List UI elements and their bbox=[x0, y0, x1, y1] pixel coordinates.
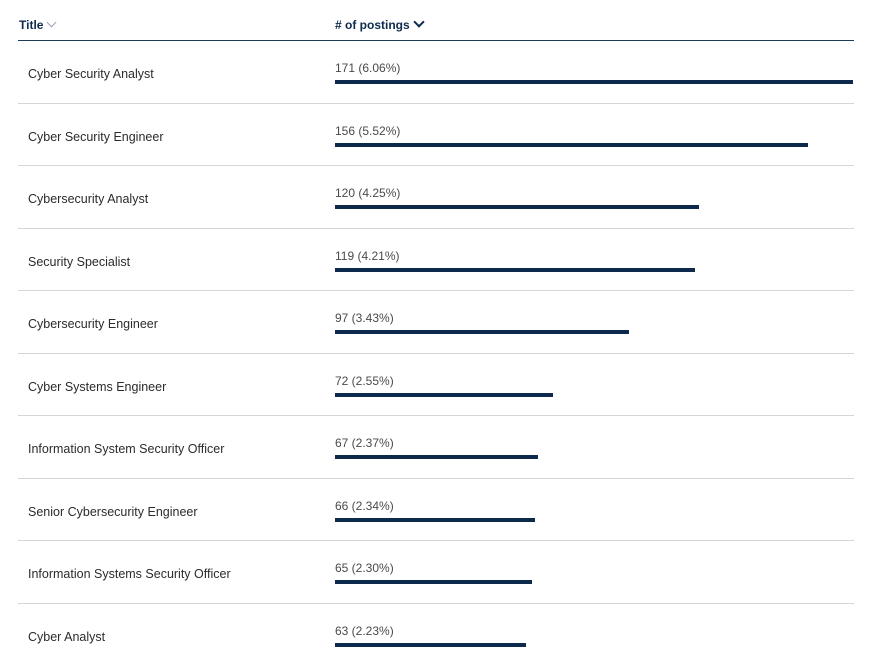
postings-bar bbox=[335, 518, 535, 522]
bar-track bbox=[335, 393, 853, 397]
row-postings-value: 156 (5.52%) bbox=[335, 124, 400, 138]
bar-track bbox=[335, 80, 853, 84]
table-row[interactable]: Information System Security Officer 67 (2… bbox=[18, 416, 854, 479]
row-title: Information Systems Security Officer bbox=[28, 567, 231, 581]
row-postings-value: 119 (4.21%) bbox=[335, 249, 399, 263]
table-row[interactable]: Cybersecurity Analyst 120 (4.25%) bbox=[18, 166, 854, 229]
bar-track bbox=[335, 268, 853, 272]
table-row[interactable]: Cybersecurity Engineer 97 (3.43%) bbox=[18, 291, 854, 354]
row-postings-value: 67 (2.37%) bbox=[335, 436, 394, 450]
chevron-down-icon bbox=[47, 17, 57, 27]
postings-bar bbox=[335, 80, 853, 84]
postings-bar bbox=[335, 268, 695, 272]
row-title: Security Specialist bbox=[28, 255, 130, 269]
row-title: Cyber Systems Engineer bbox=[28, 380, 166, 394]
row-postings-value: 171 (6.06%) bbox=[335, 61, 400, 75]
row-title: Cyber Security Analyst bbox=[28, 67, 154, 81]
bar-track bbox=[335, 143, 853, 147]
bar-track bbox=[335, 580, 853, 584]
bar-track bbox=[335, 518, 853, 522]
postings-bar bbox=[335, 643, 526, 647]
bar-track bbox=[335, 205, 853, 209]
table-row[interactable]: Senior Cybersecurity Engineer 66 (2.34%) bbox=[18, 479, 854, 542]
title-column-header: Title bbox=[19, 18, 43, 32]
table-row[interactable]: Cyber Systems Engineer 72 (2.55%) bbox=[18, 354, 854, 417]
row-title: Cyber Security Engineer bbox=[28, 130, 163, 144]
row-title: Senior Cybersecurity Engineer bbox=[28, 505, 198, 519]
row-title: Cyber Analyst bbox=[28, 630, 105, 644]
sort-by-postings[interactable]: # of postings bbox=[335, 18, 423, 32]
table-row[interactable]: Information Systems Security Officer 65 (… bbox=[18, 541, 854, 604]
bar-track bbox=[335, 330, 853, 334]
row-title: Cybersecurity Analyst bbox=[28, 192, 148, 206]
table-row[interactable]: Security Specialist 119 (4.21%) bbox=[18, 229, 854, 292]
row-postings-value: 65 (2.30%) bbox=[335, 561, 394, 575]
postings-bar bbox=[335, 393, 553, 397]
row-postings-value: 72 (2.55%) bbox=[335, 374, 394, 388]
row-title: Cybersecurity Engineer bbox=[28, 317, 158, 331]
table-row[interactable]: Cyber Security Analyst 171 (6.06%) bbox=[18, 41, 854, 104]
postings-bar bbox=[335, 143, 808, 147]
postings-bar bbox=[335, 330, 629, 334]
table-row[interactable]: Cyber Analyst 63 (2.23%) bbox=[18, 604, 854, 666]
row-title: Information System Security Officer bbox=[28, 442, 224, 456]
bar-track bbox=[335, 455, 853, 459]
postings-bar bbox=[335, 455, 538, 459]
postings-column-header: # of postings bbox=[335, 18, 410, 32]
chevron-down-icon bbox=[413, 16, 424, 27]
row-postings-value: 120 (4.25%) bbox=[335, 186, 400, 200]
postings-bar bbox=[335, 580, 532, 584]
postings-table: Title # of postings Cyber Security Analy… bbox=[18, 0, 854, 666]
row-postings-value: 66 (2.34%) bbox=[335, 499, 394, 513]
table-header: Title # of postings bbox=[18, 0, 854, 41]
row-postings-value: 63 (2.23%) bbox=[335, 624, 394, 638]
postings-bar bbox=[335, 205, 699, 209]
sort-by-title[interactable]: Title bbox=[19, 18, 55, 32]
bar-track bbox=[335, 643, 853, 647]
table-row[interactable]: Cyber Security Engineer 156 (5.52%) bbox=[18, 104, 854, 167]
row-postings-value: 97 (3.43%) bbox=[335, 311, 394, 325]
